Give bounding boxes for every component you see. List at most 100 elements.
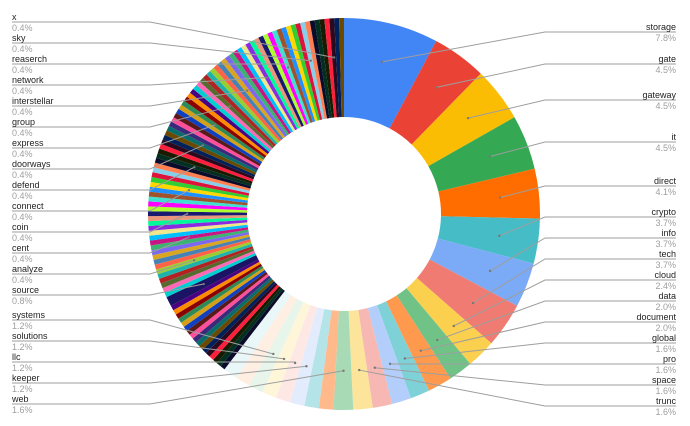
slice-sky[interactable]: [300, 21, 325, 120]
slice[interactable]: [334, 18, 342, 118]
slice[interactable]: [160, 139, 255, 180]
slice[interactable]: [258, 35, 304, 127]
slice-defend[interactable]: [156, 153, 252, 187]
slice[interactable]: [164, 130, 257, 175]
slice[interactable]: [295, 22, 323, 121]
slice[interactable]: [176, 108, 263, 165]
slice-source[interactable]: [166, 255, 259, 306]
slice[interactable]: [153, 236, 251, 265]
slice[interactable]: [314, 19, 332, 119]
slice-systems[interactable]: [249, 298, 304, 393]
slice[interactable]: [148, 206, 248, 213]
slice[interactable]: [339, 18, 344, 118]
slice-connect[interactable]: [149, 181, 249, 201]
slice[interactable]: [148, 191, 248, 206]
slice-reaserch[interactable]: [271, 29, 311, 124]
slice[interactable]: [193, 85, 271, 153]
slice[interactable]: [178, 104, 264, 162]
slice-web[interactable]: [333, 310, 354, 411]
slice[interactable]: [209, 67, 280, 144]
slice[interactable]: [153, 162, 251, 191]
slice[interactable]: [151, 172, 250, 196]
slice[interactable]: [224, 55, 288, 137]
slice[interactable]: [154, 239, 251, 270]
slice[interactable]: [213, 286, 282, 364]
slice[interactable]: [164, 252, 257, 298]
slice[interactable]: [236, 295, 298, 386]
slice[interactable]: [148, 222, 248, 236]
slice-solutions[interactable]: [262, 302, 311, 398]
slice[interactable]: [309, 20, 330, 119]
slice[interactable]: [175, 263, 262, 319]
slice[interactable]: [148, 215, 248, 222]
slice[interactable]: [157, 243, 253, 279]
slice[interactable]: [173, 112, 261, 167]
slice[interactable]: [152, 167, 250, 194]
slice[interactable]: [224, 290, 291, 378]
slice[interactable]: [148, 217, 248, 226]
slice[interactable]: [173, 261, 261, 315]
slice-trunc[interactable]: [348, 309, 373, 410]
slice-it[interactable]: [428, 117, 535, 192]
slice[interactable]: [162, 134, 256, 178]
slice[interactable]: [162, 250, 256, 293]
slice[interactable]: [157, 148, 253, 184]
slice[interactable]: [170, 259, 260, 311]
slice[interactable]: [195, 277, 273, 347]
slice[interactable]: [196, 81, 273, 151]
slice[interactable]: [217, 61, 284, 140]
slice-direct[interactable]: [438, 168, 540, 219]
slice[interactable]: [180, 267, 265, 327]
slice[interactable]: [151, 232, 250, 256]
slice-document[interactable]: [386, 295, 451, 391]
slice-llc[interactable]: [275, 304, 318, 403]
slice-keeper[interactable]: [289, 307, 325, 406]
slice[interactable]: [249, 39, 300, 129]
slice-gateway[interactable]: [411, 73, 515, 167]
slice-global[interactable]: [377, 301, 430, 399]
slice[interactable]: [150, 229, 249, 251]
slice-x[interactable]: [329, 18, 340, 118]
slice[interactable]: [281, 26, 316, 123]
slice-storage[interactable]: [344, 18, 437, 129]
slice-gate[interactable]: [389, 41, 481, 145]
slice-analyze[interactable]: [156, 241, 252, 275]
slice[interactable]: [159, 246, 254, 284]
slice[interactable]: [232, 49, 292, 135]
slice-cent[interactable]: [149, 227, 249, 246]
slice[interactable]: [150, 177, 249, 199]
slice[interactable]: [206, 71, 278, 145]
slice[interactable]: [160, 248, 255, 289]
slice[interactable]: [159, 143, 254, 182]
slice[interactable]: [202, 281, 276, 354]
slice[interactable]: [290, 24, 320, 121]
slice[interactable]: [318, 310, 339, 410]
slice[interactable]: [152, 234, 250, 261]
slice-data[interactable]: [396, 288, 471, 379]
slice[interactable]: [213, 64, 282, 142]
slice[interactable]: [241, 44, 296, 132]
slice-tech[interactable]: [416, 259, 518, 344]
slice[interactable]: [319, 18, 335, 118]
slice[interactable]: [205, 282, 278, 357]
slice[interactable]: [192, 275, 271, 343]
slice-crypto[interactable]: [437, 216, 540, 264]
slice[interactable]: [149, 224, 248, 241]
slice[interactable]: [202, 74, 276, 147]
slice[interactable]: [216, 287, 283, 367]
slice[interactable]: [199, 279, 274, 350]
slice[interactable]: [304, 21, 328, 119]
slice[interactable]: [154, 157, 252, 189]
slice-space[interactable]: [358, 308, 393, 408]
slice[interactable]: [189, 273, 270, 339]
slice[interactable]: [184, 96, 267, 158]
slice-cloud[interactable]: [406, 277, 492, 364]
slice[interactable]: [171, 117, 260, 169]
slice[interactable]: [149, 186, 248, 203]
slice[interactable]: [148, 196, 248, 208]
slice[interactable]: [189, 88, 270, 154]
slice[interactable]: [187, 92, 268, 156]
slice[interactable]: [148, 219, 248, 231]
slice[interactable]: [237, 47, 294, 133]
slice-pro[interactable]: [367, 305, 411, 405]
